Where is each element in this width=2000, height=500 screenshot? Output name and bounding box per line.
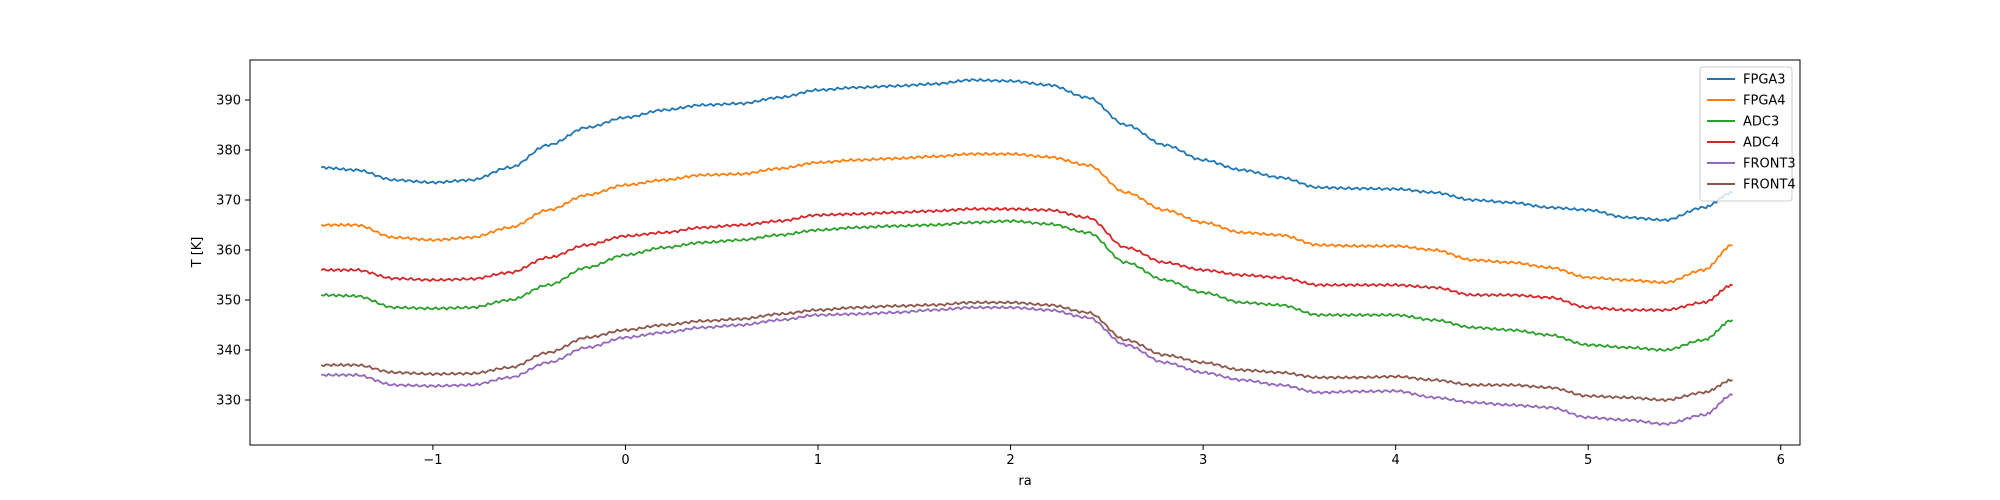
y-tick-label: 370 [216,194,241,209]
plot-area-frame [249,59,1801,446]
series-line-adc4 [320,206,1733,313]
legend-label-front4: FRONT4 [1743,178,1796,193]
x-tick-label: 6 [1777,453,1785,468]
series-line-adc3 [320,219,1734,352]
y-axis-label: T [K] [190,237,205,269]
x-tick-label: 2 [1006,453,1014,468]
y-tick-label: 330 [216,394,241,409]
series-layer [320,78,1734,426]
series-line-front4 [320,300,1733,403]
x-tick-label: 3 [1199,453,1207,468]
x-tick-label: 5 [1584,453,1592,468]
legend-items: FPGA3 FPGA4 ADC3 ADC4 FRONT3 FRONT4 [1707,73,1796,193]
y-axis-ticks: 330 340 350 360 370 380 390 [216,94,250,409]
series-line-fpga4 [320,151,1733,285]
y-tick-label: 350 [216,294,241,309]
series-line-front3 [321,305,1733,426]
x-axis-ticks: −1 0 1 2 3 4 5 6 [423,445,1785,468]
x-tick-label: 0 [621,453,629,468]
x-tick-label: 4 [1392,453,1400,468]
legend: FPGA3 FPGA4 ADC3 ADC4 FRONT3 FRONT4 [1699,66,1796,202]
x-tick-label: −1 [423,453,442,468]
y-tick-label: 380 [216,144,241,159]
x-tick-label: 1 [814,453,822,468]
legend-label-adc4: ADC4 [1743,136,1779,151]
y-tick-label: 360 [216,244,241,259]
legend-label-fpga3: FPGA3 [1743,73,1786,88]
x-axis-label: ra [1018,474,1031,489]
legend-label-front3: FRONT3 [1743,157,1796,172]
series-line-fpga3 [320,78,1733,222]
y-tick-label: 390 [216,94,241,109]
legend-label-fpga4: FPGA4 [1743,94,1786,109]
y-tick-label: 340 [216,344,241,359]
legend-label-adc3: ADC3 [1743,115,1779,130]
